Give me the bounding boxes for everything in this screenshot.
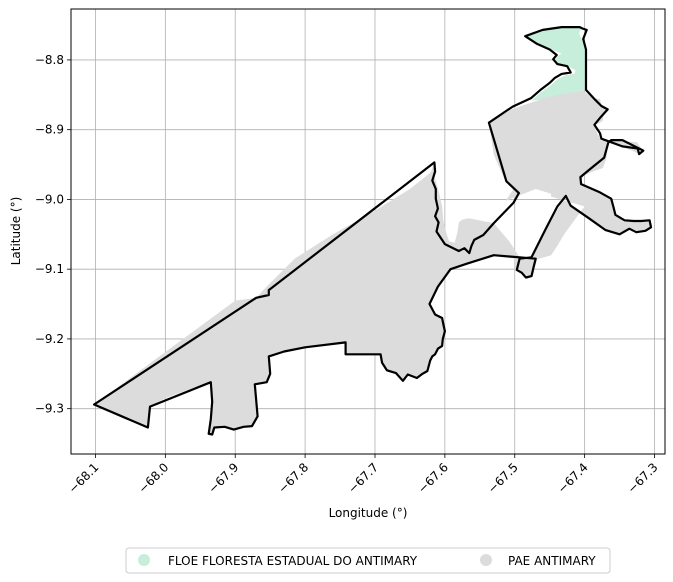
plot-area	[70, 8, 666, 455]
legend-marker-pae	[480, 554, 492, 566]
legend: FLOE FLORESTA ESTADUAL DO ANTIMARY PAE A…	[125, 547, 611, 574]
y-tick-label: −8.9	[35, 123, 64, 137]
y-axis-label: Latitude (°)	[9, 197, 23, 266]
region-pae-antimary	[94, 89, 653, 435]
grid-lines	[71, 9, 665, 454]
y-tick-label: −9.0	[35, 192, 64, 206]
legend-label-pae: PAE ANTIMARY	[508, 554, 596, 568]
x-axis-label: Longitude (°)	[329, 506, 408, 520]
boundary-outlines	[93, 26, 653, 436]
legend-marker-floe	[138, 554, 150, 566]
y-axis-ticks: −8.8 −8.9 −9.0 −9.1 −9.2 −9.3	[35, 53, 71, 416]
region-floe-floresta-estadual-do-antimary	[525, 26, 587, 101]
map-regions	[94, 26, 653, 435]
y-tick-label: −9.3	[35, 402, 64, 416]
y-tick-label: −9.2	[35, 332, 64, 346]
y-tick-label: −9.1	[35, 262, 64, 276]
axes-frame	[70, 8, 666, 455]
legend-frame	[125, 547, 611, 574]
boundary-outline	[93, 26, 653, 436]
legend-label-floe: FLOE FLORESTA ESTADUAL DO ANTIMARY	[168, 554, 418, 568]
y-tick-label: −8.8	[35, 53, 64, 67]
